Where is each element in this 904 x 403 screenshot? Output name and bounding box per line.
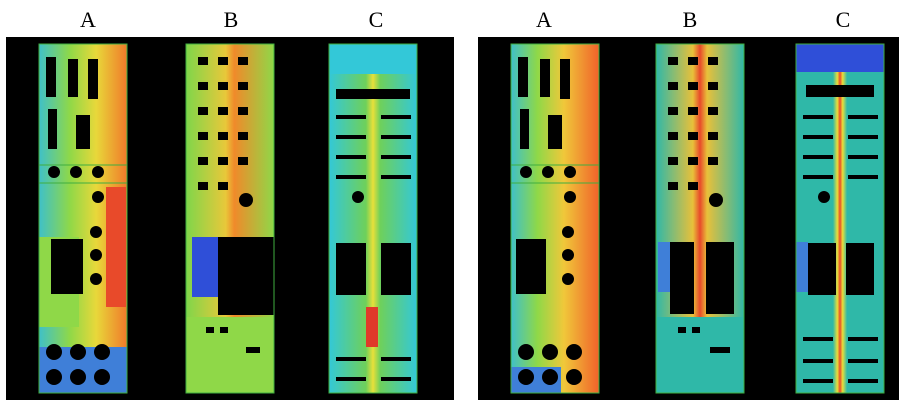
heatmap-figure-right — [510, 43, 885, 394]
label-right-c: C — [835, 7, 851, 32]
floorplan-c — [795, 43, 885, 394]
label-left-b: B — [223, 7, 239, 32]
floorplan-c — [328, 43, 418, 394]
floorplan-b — [185, 43, 275, 394]
label-right-b: B — [682, 7, 698, 32]
heatmap-panel-right — [478, 37, 899, 400]
label-left-c: C — [368, 7, 384, 32]
floorplan-b — [655, 43, 745, 394]
heatmap-figure-left — [38, 43, 418, 394]
floorplan-a — [510, 43, 600, 394]
heatmap-panel-left — [6, 37, 454, 400]
label-left-a: A — [80, 7, 96, 32]
floorplan-a — [38, 43, 128, 394]
label-right-a: A — [536, 7, 552, 32]
